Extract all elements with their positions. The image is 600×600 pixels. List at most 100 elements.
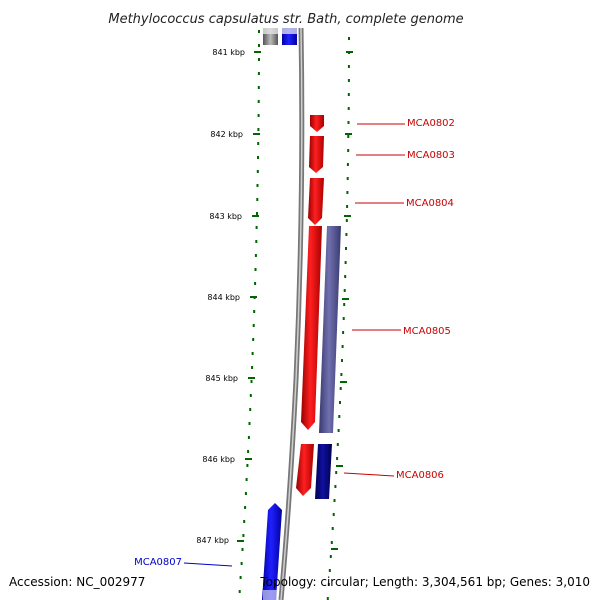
outer-ring-dot — [345, 219, 348, 222]
inner-ring-dot — [255, 226, 258, 229]
inner-ring-dot — [244, 492, 247, 495]
inner-ring-dot — [257, 156, 259, 159]
map-title: Methylococcus capsulatus str. Bath, comp… — [108, 12, 463, 27]
accession-text: Accession: NC_002977 — [9, 575, 145, 589]
outer-ring-dot — [342, 317, 345, 320]
outer-ring-dot — [335, 471, 338, 474]
inner-ring-dot — [246, 464, 249, 467]
genome-summary-text: Topology: circular; Length: 3,304,561 bp… — [259, 575, 590, 589]
outer-ring-dot — [329, 555, 332, 558]
inner-ring-dot — [252, 324, 255, 327]
outer-ring-dot — [347, 107, 350, 110]
tick-842: 842 kbp — [210, 130, 260, 139]
inner-ring-dot — [257, 128, 260, 131]
outer-ring-dot — [332, 513, 335, 516]
outer-ring-dot — [339, 387, 342, 390]
tick-label-841: 841 kbp — [212, 48, 245, 57]
inner-ring-dot — [241, 548, 244, 551]
inner-guide-ring — [238, 30, 260, 593]
feature-mca0806-other — [315, 444, 332, 499]
outer-ring-dot — [347, 79, 350, 82]
outer-ring-dot — [341, 345, 344, 348]
outer-ring-dot — [341, 359, 343, 362]
gene-mca0804[interactable] — [308, 178, 324, 225]
gene-mca0806[interactable] — [296, 444, 314, 496]
inner-ring-dot — [256, 198, 259, 201]
outer-ring-dot — [331, 527, 334, 530]
inner-ring-dot — [257, 72, 260, 75]
inner-ring-dot — [247, 450, 250, 453]
gene-mca0807[interactable] — [262, 503, 282, 600]
inner-ring-dot — [249, 394, 252, 397]
label-mca0806[interactable]: MCA0806 — [396, 470, 444, 481]
inner-ring-dot — [240, 562, 243, 565]
inner-ring-dot — [239, 576, 242, 579]
outer-ring-dot — [347, 149, 350, 152]
label-mca0807[interactable]: MCA0807 — [134, 557, 182, 568]
gene-mca0803[interactable] — [309, 136, 324, 173]
tick-844: 844 kbp — [207, 293, 257, 302]
tick-label-843: 843 kbp — [209, 212, 242, 221]
inner-ring-dot — [256, 184, 259, 187]
tick-label-842: 842 kbp — [210, 130, 243, 139]
outer-ring-dot — [330, 541, 333, 544]
outer-ring-dot — [346, 163, 349, 166]
outer-ring-dot — [328, 569, 331, 572]
inner-ring-dot — [249, 408, 252, 411]
outer-ring-dot — [345, 233, 348, 236]
outer-ring-dot — [336, 457, 339, 460]
inner-ring-dot — [251, 366, 254, 369]
gene-mca0805[interactable] — [301, 226, 322, 430]
inner-ring-dot — [247, 436, 250, 439]
outer-ring-dot — [343, 303, 346, 306]
label-mca0802[interactable]: MCA0802 — [407, 118, 455, 129]
gene-mca0807-highlight — [263, 590, 277, 600]
inner-ring-dot — [257, 86, 260, 89]
inner-ring-dot — [258, 30, 260, 33]
tick-847: 847 kbp — [196, 536, 244, 545]
inner-ring-dot — [252, 338, 255, 341]
outer-ring-dot — [346, 205, 349, 208]
inner-ring-dot — [257, 100, 260, 103]
outer-ring-dot — [347, 65, 350, 68]
leader-mca0807 — [183, 562, 233, 567]
gene-mca0802[interactable] — [310, 115, 324, 132]
inner-ring-dot — [255, 240, 258, 243]
inner-ring-dot — [238, 590, 241, 593]
inner-ring-dot — [253, 310, 256, 313]
outer-ring-dot — [344, 275, 347, 278]
outer-ring-dot — [347, 135, 350, 138]
outer-ring-dot — [347, 121, 350, 124]
tick-846: 846 kbp — [202, 455, 252, 464]
outer-ring-dot — [326, 597, 329, 600]
inner-ring-dot — [254, 254, 257, 257]
feature-top-highlight — [282, 28, 297, 34]
label-mca0805[interactable]: MCA0805 — [403, 326, 451, 337]
outer-ring-dot — [348, 37, 350, 40]
outer-ring-dot — [333, 499, 336, 502]
inner-ring-dot — [243, 520, 246, 523]
label-mca0804[interactable]: MCA0804 — [406, 198, 454, 209]
outer-ring-dot — [346, 177, 349, 180]
outer-ticks — [331, 51, 353, 550]
inner-ring-dot — [244, 506, 247, 509]
inner-ring-dot — [250, 380, 253, 383]
inner-ring-dot — [245, 478, 248, 481]
outer-ring-dot — [340, 373, 343, 376]
inner-ring-dot — [254, 268, 257, 271]
inner-ring-dot — [254, 282, 257, 285]
tick-label-846: 846 kbp — [202, 455, 235, 464]
tick-label-844: 844 kbp — [207, 293, 240, 302]
outer-ring-dot — [334, 485, 337, 488]
tick-843: 843 kbp — [209, 212, 259, 221]
outer-ring-dot — [344, 261, 347, 264]
label-mca0803[interactable]: MCA0803 — [407, 150, 455, 161]
outer-ring-dot — [343, 289, 346, 292]
tick-841: 841 kbp — [212, 48, 261, 57]
outer-ring-dot — [336, 443, 339, 446]
inner-ring-dot — [242, 534, 245, 537]
inner-ring-dot — [258, 44, 260, 47]
outer-ring-dot — [337, 429, 340, 432]
inner-ring-dot — [256, 170, 259, 173]
